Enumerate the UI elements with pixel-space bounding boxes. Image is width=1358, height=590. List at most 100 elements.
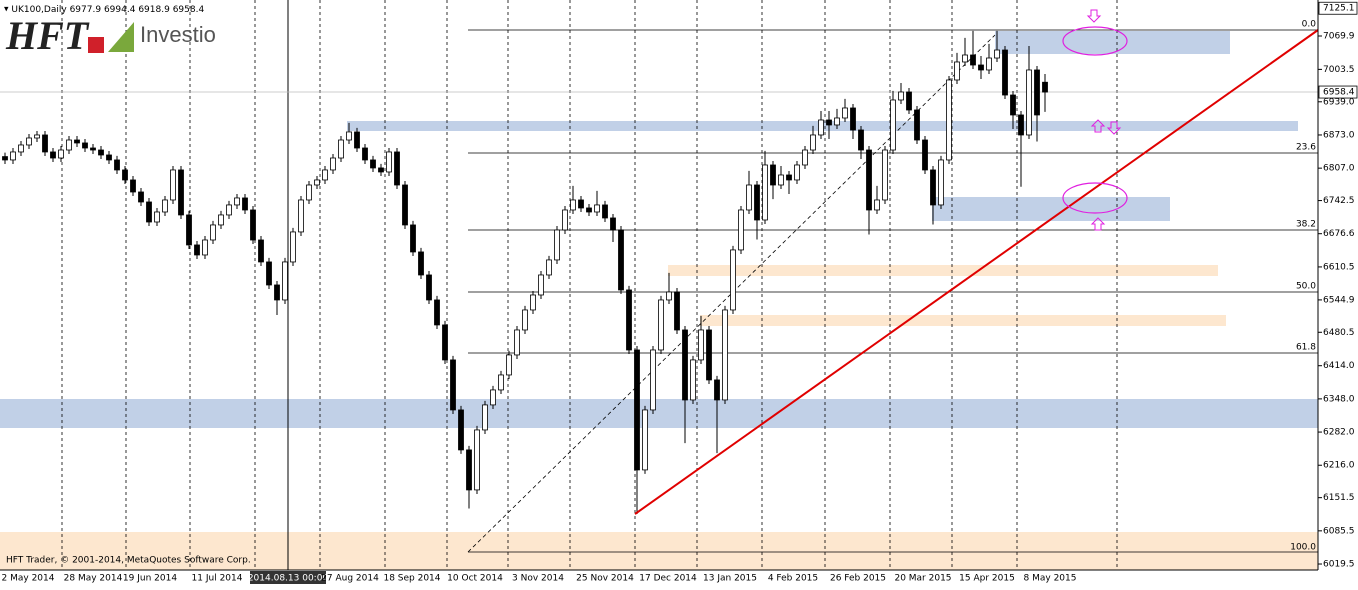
candle-body xyxy=(1002,49,1008,96)
price-label: 6958.4 xyxy=(1323,88,1355,98)
logo: HFT xyxy=(5,13,90,58)
candle-body xyxy=(442,324,448,361)
y-tick-label: 6414.0 xyxy=(1323,361,1355,371)
candle-body xyxy=(226,204,232,216)
candle-body xyxy=(194,244,200,256)
logo-sub: Investio xyxy=(140,22,216,47)
candle-body xyxy=(362,147,368,161)
candle-body xyxy=(106,154,112,161)
candle-body xyxy=(586,207,592,213)
candle-body xyxy=(842,107,848,119)
candle-body xyxy=(218,214,224,226)
candle-body xyxy=(146,201,152,223)
candle-body xyxy=(322,169,328,181)
y-tick-label: 6676.6 xyxy=(1323,229,1355,239)
y-tick-label: 6544.9 xyxy=(1323,295,1355,305)
candle-body xyxy=(354,131,360,149)
candle-body xyxy=(714,379,720,401)
highlight-ellipse xyxy=(1062,182,1128,214)
candle-body xyxy=(242,197,248,211)
candle-body xyxy=(722,309,728,401)
y-tick-label: 6742.5 xyxy=(1323,196,1355,206)
candle-body xyxy=(50,151,56,159)
candle-body xyxy=(898,91,904,101)
y-tick-label: 6216.0 xyxy=(1323,461,1355,471)
candle-body xyxy=(594,204,600,213)
candle-body xyxy=(874,199,880,211)
candle-body xyxy=(202,239,208,256)
x-tick-label: 4 Feb 2015 xyxy=(768,574,818,584)
candle-body xyxy=(1042,81,1048,93)
candle-body xyxy=(666,291,672,301)
candle-body xyxy=(962,54,968,63)
y-tick-label: 6480.5 xyxy=(1323,328,1355,338)
logo-mark xyxy=(108,22,134,52)
x-tick-label: 2014.08.13 00:00 xyxy=(248,574,329,584)
y-tick-label: 6873.0 xyxy=(1323,130,1355,140)
candle-body xyxy=(682,329,688,401)
candle-body xyxy=(658,299,664,351)
y-tick-label: 7069.9 xyxy=(1323,31,1355,41)
orange-zone xyxy=(668,265,1218,276)
x-tick-label: 27 Aug 2014 xyxy=(321,574,379,584)
candles xyxy=(2,30,1048,515)
candle-body xyxy=(418,251,424,276)
candle-body xyxy=(730,249,736,311)
candle-body xyxy=(578,199,584,209)
trendline xyxy=(634,29,1319,515)
candle-body xyxy=(562,209,568,231)
candle-body xyxy=(234,197,240,206)
candle-body xyxy=(490,389,496,406)
candle-body xyxy=(650,349,656,411)
y-tick-label: 7003.5 xyxy=(1323,65,1355,75)
candle-body xyxy=(698,329,704,361)
fib-label: 38.2 xyxy=(1296,220,1316,230)
candle-body xyxy=(378,167,384,173)
y-tick-label: 6151.5 xyxy=(1323,493,1355,503)
candle-body xyxy=(74,139,80,144)
candle-body xyxy=(10,151,16,161)
candle-body xyxy=(1034,69,1040,116)
candle-body xyxy=(986,57,992,71)
candle-body xyxy=(66,139,72,151)
fib-label: 23.6 xyxy=(1296,143,1316,153)
vertical-grid xyxy=(61,0,1118,570)
x-tick-label: 19 Jun 2014 xyxy=(123,574,177,584)
candle-body xyxy=(690,359,696,401)
y-tick-label: 6348.0 xyxy=(1323,394,1355,404)
candle-body xyxy=(634,349,640,471)
candle-body xyxy=(178,169,184,216)
logo-mark xyxy=(88,37,104,53)
candle-body xyxy=(258,239,264,263)
x-tick-label: 20 Mar 2015 xyxy=(894,574,951,584)
high: 6994.4 xyxy=(104,5,136,15)
candle-body xyxy=(186,214,192,246)
candle-body xyxy=(58,149,64,159)
candle-body xyxy=(1026,69,1032,136)
candle-body xyxy=(514,329,520,356)
candle-body xyxy=(2,156,8,161)
copyright: HFT Trader, © 2001-2014, MetaQuotes Soft… xyxy=(6,556,251,566)
candle-body xyxy=(618,229,624,291)
candle-body xyxy=(1010,94,1016,116)
support-zone xyxy=(0,399,1318,428)
candle-body xyxy=(402,184,408,226)
candle-body xyxy=(706,329,712,381)
candle-body xyxy=(834,117,840,126)
fib-label: 100.0 xyxy=(1290,543,1316,553)
candle-body xyxy=(290,231,296,263)
candle-body xyxy=(522,309,528,331)
candle-body xyxy=(826,119,832,126)
fib-labels: 0.0 23.6 38.2 50.0 61.8 100.0 xyxy=(1290,20,1316,553)
highlight-ellipse xyxy=(1062,26,1128,56)
candle-body xyxy=(930,169,936,206)
candle-body xyxy=(274,284,280,301)
candle-body xyxy=(26,137,32,146)
candle-body xyxy=(794,164,800,181)
close: 6958.4 xyxy=(173,5,205,15)
x-tick-label: 18 Sep 2014 xyxy=(383,574,440,584)
x-tick-label: 11 Jul 2014 xyxy=(192,574,243,584)
crosshair-label-box xyxy=(250,571,326,584)
candle-body xyxy=(906,91,912,111)
candle-body xyxy=(546,259,552,276)
